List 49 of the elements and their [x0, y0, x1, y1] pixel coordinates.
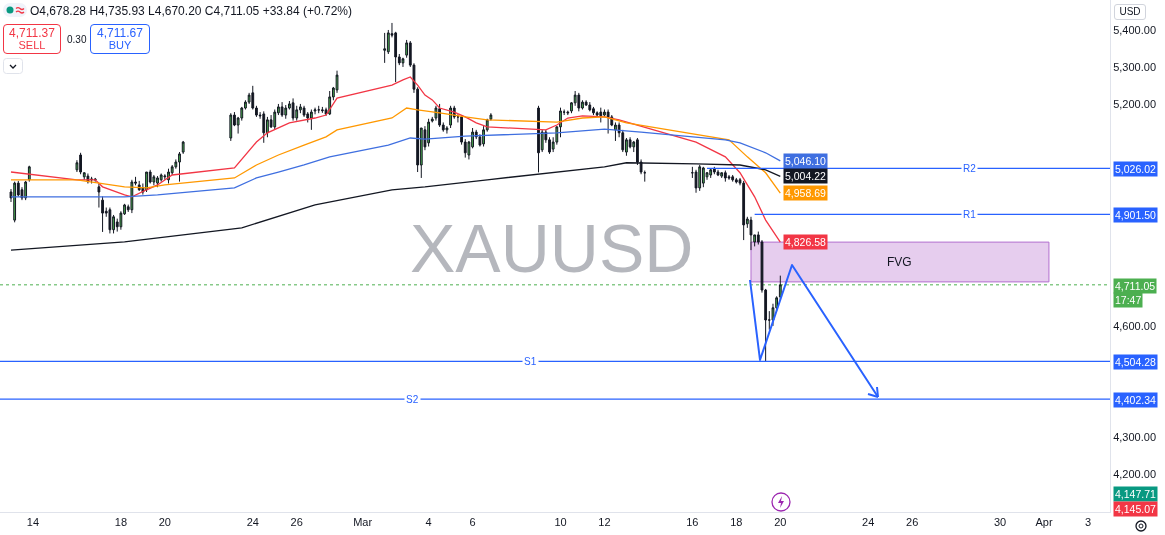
text: USD: [1114, 4, 1146, 20]
y-tick-label: 4,600.00: [1113, 319, 1157, 332]
text: 4,145.07: [1115, 503, 1157, 515]
x-tick-label: 18: [730, 516, 743, 529]
x-tick-label: 26: [290, 516, 303, 529]
chart-title: O4,678.28 H4,735.93 L4,670.20 C4,711.05 +33.84 (+0.72%): [30, 4, 353, 19]
data-label: 4,402.34: [1115, 394, 1157, 406]
annotation: 4,711.37: [8, 26, 56, 40]
annotation: BUY: [107, 39, 133, 51]
x-tick-label: 26: [906, 516, 919, 529]
x-tick-label: 24: [862, 516, 875, 529]
x-tick-label: Mar: [353, 516, 373, 529]
x-tick-label: 6: [469, 516, 476, 529]
series-label: S1: [524, 356, 537, 367]
x-tick-label: 18: [114, 516, 128, 529]
data-label: 5,004.22: [785, 170, 827, 182]
ref-line-label: 4,711.05: [1115, 280, 1156, 292]
data-label: 4,958.69: [785, 187, 827, 199]
y-tick-label: 4,300.00: [1113, 430, 1157, 443]
series-label: R2: [963, 163, 977, 174]
x-tick-label: 14: [26, 516, 40, 529]
text: 4,147.71: [1115, 488, 1157, 500]
data-label: 4,826.58: [785, 236, 827, 248]
x-tick-label: 4: [425, 516, 432, 529]
data-label: 4,901.50: [1115, 209, 1157, 221]
y-tick-label: 5,300.00: [1113, 60, 1157, 73]
x-tick-label: Apr: [1035, 516, 1053, 529]
text: XAUUSD: [410, 210, 694, 286]
x-tick-label: 20: [774, 516, 787, 529]
x-tick-label: 10: [554, 516, 567, 529]
x-tick-label: 12: [598, 516, 611, 529]
x-tick-label: 30: [993, 516, 1007, 529]
data-label: 4,504.28: [1115, 356, 1157, 368]
x-tick-label: 16: [686, 516, 699, 529]
data-label: 5,026.02: [1115, 163, 1157, 175]
x-tick-label: 3: [1084, 516, 1092, 529]
y-tick-label: 5,200.00: [1113, 97, 1157, 110]
y-tick-label: 4,200.00: [1113, 467, 1157, 480]
annotation: 4,711.67: [96, 26, 144, 40]
text: 17:47: [1115, 294, 1142, 306]
x-tick-label: 24: [246, 516, 259, 529]
band-label: FVG: [887, 255, 912, 269]
annotation: SELL: [17, 39, 47, 51]
annotation: 0.30: [67, 34, 87, 45]
y-tick-label: 5,400.00: [1113, 23, 1157, 36]
data-label: 5,046.10: [785, 155, 827, 167]
series-label: S2: [406, 394, 419, 405]
series-label: R1: [963, 209, 977, 220]
x-tick-label: 20: [158, 516, 171, 529]
